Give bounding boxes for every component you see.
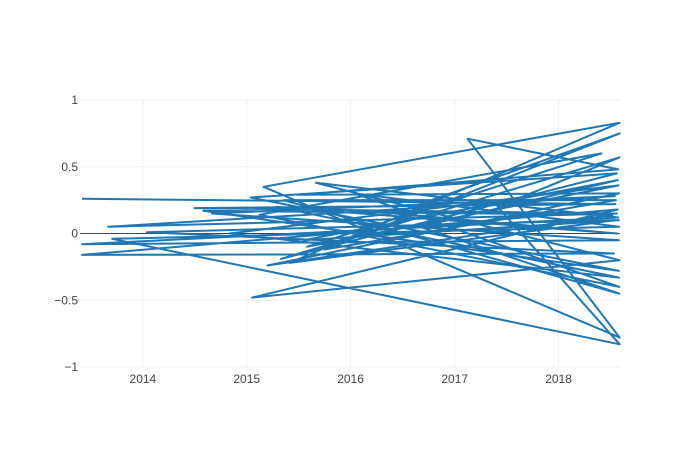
y-tick-label: 0.5 [61, 160, 78, 174]
x-tick-label: 2015 [233, 372, 260, 386]
y-tick-label: 1 [71, 93, 78, 107]
y-tick-label: −0.5 [54, 293, 78, 307]
y-tick-label: −1 [64, 360, 78, 374]
x-axis-tick-labels: 2014 2015 2016 2017 2018 [130, 372, 573, 386]
x-tick-label: 2014 [130, 372, 157, 386]
y-tick-label: 0 [71, 227, 78, 241]
series-line [81, 121, 621, 346]
series-layer [81, 121, 621, 346]
y-axis-tick-labels: 1 0.5 0 −0.5 −1 [54, 93, 78, 374]
x-tick-label: 2018 [545, 372, 572, 386]
x-tick-label: 2016 [337, 372, 364, 386]
x-tick-label: 2017 [441, 372, 468, 386]
